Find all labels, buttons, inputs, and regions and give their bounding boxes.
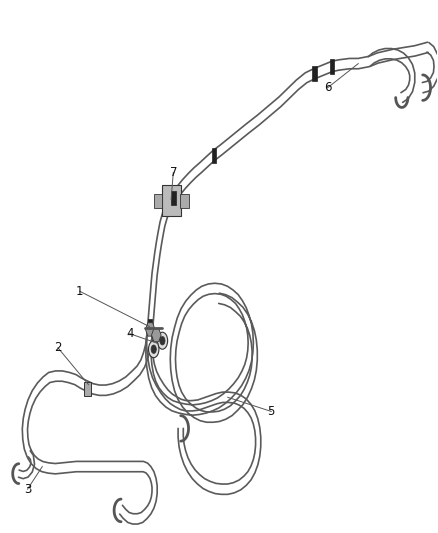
Text: 3: 3 — [24, 483, 31, 496]
Bar — [154, 193, 162, 208]
Polygon shape — [152, 328, 161, 342]
Text: 6: 6 — [324, 81, 332, 94]
Circle shape — [160, 336, 165, 345]
Text: 5: 5 — [268, 405, 275, 418]
Polygon shape — [145, 322, 155, 336]
Text: 7: 7 — [170, 166, 177, 179]
Text: 2: 2 — [54, 341, 62, 354]
Bar — [330, 59, 335, 74]
Text: 4: 4 — [126, 327, 134, 340]
Bar — [171, 191, 176, 205]
Bar — [84, 382, 91, 396]
Circle shape — [157, 332, 168, 349]
Circle shape — [151, 345, 156, 353]
Bar — [148, 319, 152, 334]
Circle shape — [148, 341, 159, 358]
Bar — [180, 193, 188, 208]
Bar — [212, 148, 216, 163]
Bar — [162, 185, 181, 216]
Text: 1: 1 — [76, 285, 84, 298]
Bar — [312, 66, 317, 81]
